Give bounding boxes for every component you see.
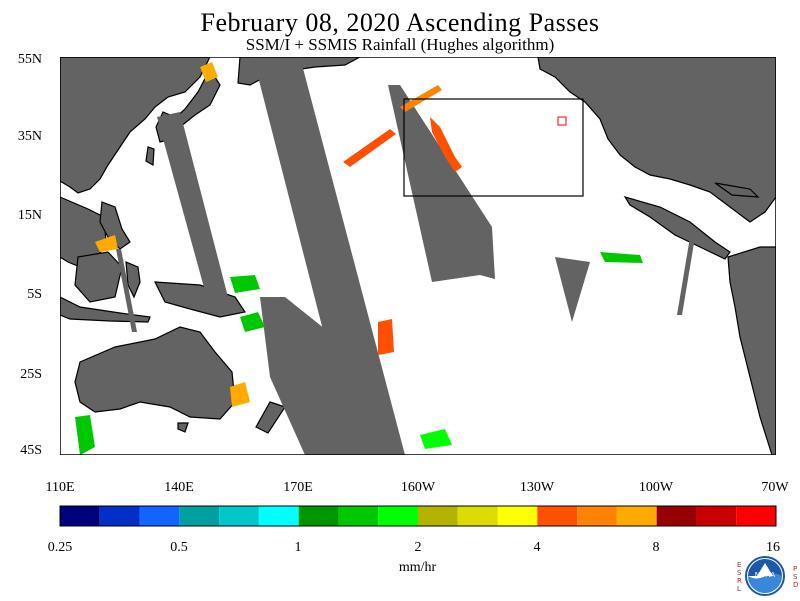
rain-patch-indian-ocean bbox=[75, 415, 95, 455]
taiwan bbox=[145, 146, 155, 166]
map-title: February 08, 2020 Ascending Passes bbox=[200, 8, 600, 37]
colorbar-swatch-16 bbox=[696, 506, 737, 526]
colorbar-swatch-10 bbox=[457, 506, 498, 526]
colorbar-swatch-2 bbox=[139, 506, 180, 526]
rain-patch-indochina bbox=[95, 235, 118, 252]
lon-label-170e: 170E bbox=[283, 480, 313, 495]
new-zealand-south bbox=[255, 401, 286, 434]
lat-label-55n: 55N bbox=[17, 52, 42, 67]
rain-patch-tasman bbox=[420, 429, 452, 449]
swath-gap-central bbox=[253, 57, 405, 455]
caribbean-cuba bbox=[714, 182, 760, 198]
logo-letter-s: S bbox=[737, 569, 742, 577]
philippines bbox=[99, 201, 131, 250]
location-marker bbox=[557, 116, 567, 126]
sulawesi bbox=[125, 261, 141, 299]
lat-label-45s: 45S bbox=[20, 443, 42, 458]
rain-band-north-pacific bbox=[343, 129, 396, 167]
colorbar-swatch-12 bbox=[537, 506, 578, 526]
central-america bbox=[623, 195, 731, 260]
rain-patch-se-australia bbox=[230, 382, 250, 407]
colorbar-frame bbox=[59, 505, 777, 527]
colorbar-swatch-15 bbox=[656, 506, 697, 526]
rainfall-map bbox=[60, 57, 776, 455]
australia bbox=[74, 326, 236, 420]
lon-label-110e: 110E bbox=[45, 480, 75, 495]
tasmania bbox=[177, 422, 189, 433]
colorbar-label-0: 0.25 bbox=[47, 540, 73, 555]
colorbar-swatch-14 bbox=[616, 506, 657, 526]
colorbar-swatch-4 bbox=[219, 506, 259, 526]
lon-label-130w: 130W bbox=[519, 480, 555, 495]
lat-label-5s: 5S bbox=[27, 287, 42, 302]
colorbar-swatch-11 bbox=[497, 506, 538, 526]
map-subtitle: SSM/I + SSMIS Rainfall (Hughes algorithm… bbox=[245, 35, 555, 54]
colorbar-swatch-5 bbox=[258, 506, 299, 526]
rain-patch-fiji bbox=[240, 312, 265, 332]
colorbar-label-6: 16 bbox=[766, 540, 780, 555]
colorbar-swatch-13 bbox=[577, 506, 617, 526]
sumatra-java bbox=[60, 296, 151, 323]
swath-gap-east bbox=[388, 85, 495, 282]
colorbar-label-5: 8 bbox=[652, 540, 660, 555]
colorbar-label-3: 2 bbox=[414, 540, 422, 555]
noaa-esrl-psd-logo: NOAA E S R L P S D bbox=[735, 555, 799, 601]
swath-gap-far-east bbox=[555, 257, 590, 322]
rain-patch-coral-sea bbox=[230, 275, 260, 293]
logo-letter-l: L bbox=[737, 585, 741, 593]
colorbar-swatch-17 bbox=[736, 506, 776, 526]
colorbar-swatch-9 bbox=[418, 506, 458, 526]
colorbar-swatch-6 bbox=[298, 506, 339, 526]
colorbar-swatch-8 bbox=[378, 506, 418, 526]
missing-data-swaths bbox=[116, 57, 695, 455]
colorbar-label-4: 4 bbox=[533, 540, 541, 555]
lon-label-100w: 100W bbox=[638, 480, 674, 495]
noaa-emblem: NOAA bbox=[745, 556, 785, 596]
thin-swath-east bbox=[677, 237, 695, 315]
logo-center-text: NOAA bbox=[755, 571, 776, 579]
logo-letter-s2: S bbox=[793, 573, 798, 581]
logo-letter-d: D bbox=[793, 581, 799, 589]
rain-patch-sw-pacific bbox=[378, 319, 394, 355]
colorbar-swatch-3 bbox=[179, 506, 220, 526]
lon-label-140e: 140E bbox=[164, 480, 194, 495]
region-box bbox=[403, 98, 584, 197]
lon-label-70w: 70W bbox=[761, 480, 789, 495]
colorbar-label-1: 0.5 bbox=[170, 540, 188, 555]
colorbar-units: mm/hr bbox=[398, 560, 437, 575]
rain-patches bbox=[75, 62, 643, 455]
lat-label-35n: 35N bbox=[17, 129, 42, 144]
thin-swath-west bbox=[116, 249, 137, 332]
south-america bbox=[727, 246, 776, 455]
logo-letter-e: E bbox=[737, 561, 742, 569]
colorbar-swatch-1 bbox=[99, 506, 140, 526]
lon-label-160w: 160W bbox=[400, 480, 436, 495]
colorbar-swatch-0 bbox=[60, 506, 100, 526]
logo-letter-p: P bbox=[793, 565, 798, 573]
asia-mainland bbox=[60, 57, 211, 194]
colorbar-swatch-7 bbox=[338, 506, 379, 526]
colorbar-label-2: 1 bbox=[294, 540, 302, 555]
rain-band-hawaii-north bbox=[430, 117, 462, 172]
rain-patch-east-equatorial bbox=[600, 252, 643, 263]
lat-label-25s: 25S bbox=[20, 367, 42, 382]
borneo bbox=[74, 251, 123, 303]
north-america bbox=[537, 57, 776, 223]
colorbar bbox=[59, 505, 777, 527]
lat-label-15n: 15N bbox=[17, 208, 42, 223]
logo-letter-r: R bbox=[737, 577, 742, 585]
swath-gap-west bbox=[157, 112, 228, 302]
rain-band-aleutian bbox=[200, 62, 218, 82]
landmasses bbox=[60, 57, 776, 455]
swath-gap-south bbox=[260, 297, 390, 455]
